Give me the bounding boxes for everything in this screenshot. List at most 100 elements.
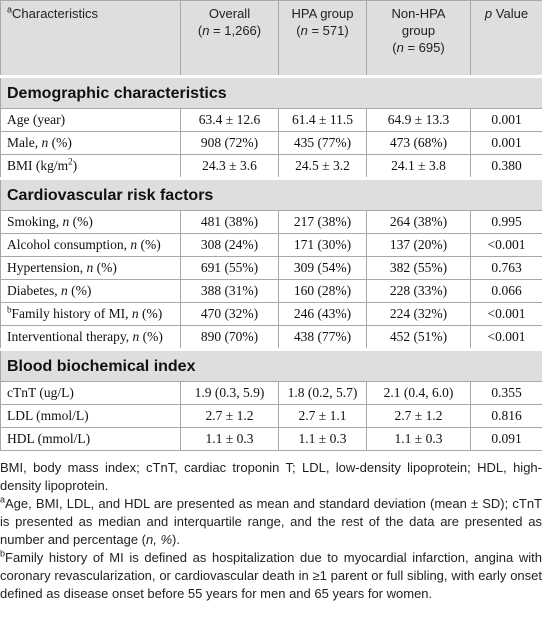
text: (%) <box>69 214 93 229</box>
value-cell: 1.1 ± 0.3 <box>366 427 471 451</box>
value-cell: 1.8 (0.2, 5.7) <box>278 381 367 405</box>
section-title: Blood biochemical index <box>0 348 542 382</box>
footnote: aAge, BMI, LDL, and HDL are presented as… <box>0 495 542 549</box>
data-table: aCharacteristics Overall (n = 1,266) HPA gr… <box>0 0 542 451</box>
italic-text: n, % <box>145 532 172 547</box>
header-row: aCharacteristics Overall (n = 1,266) HPA gr… <box>0 0 542 77</box>
text: Value <box>492 6 529 21</box>
text: HDL (mmol/L) <box>7 431 91 446</box>
value-cell: 2.1 (0.4, 6.0) <box>366 381 471 405</box>
value-cell: 481 (38%) <box>180 210 279 234</box>
text: (%) <box>93 260 117 275</box>
row-label: Hypertension, n (%) <box>0 256 181 280</box>
italic-text: n <box>300 23 308 38</box>
value-cell: 0.001 <box>470 108 542 132</box>
value-cell: <0.001 <box>470 302 542 326</box>
italic-text: n <box>62 214 70 229</box>
data-row: Hypertension, n (%) 691 (55%) 309 (54%) 382… <box>0 256 542 280</box>
row-label: Age (year) <box>0 108 181 132</box>
italic-text: n <box>60 283 68 298</box>
text: = 1,266) <box>209 23 262 38</box>
value-cell: 160 (28%) <box>278 279 367 303</box>
text: Alcohol consumption, <box>7 237 131 252</box>
data-row: Age (year) 63.4 ± 12.6 61.4 ± 11.5 64.9 ± 1… <box>0 108 542 132</box>
text: ) <box>72 158 78 173</box>
header-line: (n = 695) <box>373 39 464 56</box>
value-cell: 309 (54%) <box>278 256 367 280</box>
text: BMI, body mass index; cTnT, cardiac trop… <box>0 460 542 493</box>
value-cell: 1.9 (0.3, 5.9) <box>180 381 279 405</box>
value-cell: 61.4 ± 11.5 <box>278 108 367 132</box>
value-cell: 1.1 ± 0.3 <box>278 427 367 451</box>
text: ). <box>172 532 180 547</box>
text: Non-HPA <box>391 6 446 21</box>
value-cell: 228 (33%) <box>366 279 471 303</box>
text: Family history of MI is defined as hospi… <box>0 550 542 601</box>
value-cell: 0.380 <box>470 154 542 179</box>
text: (%) <box>138 306 163 321</box>
value-cell: 246 (43%) <box>278 302 367 326</box>
value-cell: 473 (68%) <box>366 131 471 155</box>
value-cell: 0.763 <box>470 256 542 280</box>
row-label: bFamily history of MI, n (%) <box>0 302 181 326</box>
value-cell: 890 (70%) <box>180 325 279 350</box>
text: cTnT (ug/L) <box>7 385 74 400</box>
text: (%) <box>137 237 161 252</box>
italic-text: n <box>396 40 404 55</box>
row-label: Male, n (%) <box>0 131 181 155</box>
section-title: Cardiovascular risk factors <box>0 177 542 211</box>
value-cell: 1.1 ± 0.3 <box>180 427 279 451</box>
header-cell: p Value <box>470 0 542 77</box>
row-label: Smoking, n (%) <box>0 210 181 234</box>
data-row: Smoking, n (%) 481 (38%) 217 (38%) 264 (38%… <box>0 210 542 234</box>
value-cell: 224 (32%) <box>366 302 471 326</box>
text: ( <box>296 23 301 38</box>
text: group <box>401 23 436 38</box>
section-row: Demographic characteristics <box>0 75 542 109</box>
text: Male, <box>7 135 42 150</box>
header-line: p Value <box>477 5 536 22</box>
text: Overall <box>208 6 251 21</box>
data-row: BMI (kg/m2) 24.3 ± 3.6 24.5 ± 3.2 24.1 ± 3.… <box>0 154 542 179</box>
italic-text: n <box>86 260 94 275</box>
italic-text: n <box>202 23 210 38</box>
superscript: b <box>7 304 12 315</box>
value-cell: 0.001 <box>470 131 542 155</box>
section-row: Blood biochemical index <box>0 348 542 382</box>
text: (%) <box>48 135 72 150</box>
italic-text: n <box>41 135 49 150</box>
value-cell: 24.1 ± 3.8 <box>366 154 471 179</box>
section-row: Cardiovascular risk factors <box>0 177 542 211</box>
header-line: group <box>373 22 464 39</box>
value-cell: 137 (20%) <box>366 233 471 257</box>
header-line: Non-HPA <box>373 5 464 22</box>
row-label: HDL (mmol/L) <box>0 427 181 451</box>
row-label: cTnT (ug/L) <box>0 381 181 405</box>
data-row: Interventional therapy, n (%) 890 (70%) 43… <box>0 325 542 350</box>
superscript: a <box>0 494 6 505</box>
text: = 695) <box>403 40 445 55</box>
data-row: cTnT (ug/L) 1.9 (0.3, 5.9) 1.8 (0.2, 5.7) 2… <box>0 381 542 405</box>
header-line: (n = 1,266) <box>187 22 272 39</box>
value-cell: 0.995 <box>470 210 542 234</box>
text: Diabetes, <box>7 283 61 298</box>
value-cell: 470 (32%) <box>180 302 279 326</box>
header-line: HPA group <box>285 5 360 22</box>
header-line: aCharacteristics <box>7 5 174 22</box>
text: (%) <box>139 329 163 344</box>
data-row: bFamily history of MI, n (%) 470 (32%) 246… <box>0 302 542 326</box>
value-cell: 63.4 ± 12.6 <box>180 108 279 132</box>
value-cell: 452 (51%) <box>366 325 471 350</box>
header-cell: Overall (n = 1,266) <box>180 0 279 77</box>
value-cell: 0.091 <box>470 427 542 451</box>
data-row: Alcohol consumption, n (%) 308 (24%) 171 (… <box>0 233 542 257</box>
data-row: Diabetes, n (%) 388 (31%) 160 (28%) 228 (33… <box>0 279 542 303</box>
row-label: Diabetes, n (%) <box>0 279 181 303</box>
value-cell: 438 (77%) <box>278 325 367 350</box>
text: Hypertension, <box>7 260 87 275</box>
data-row: Male, n (%) 908 (72%) 435 (77%) 473 (68%) 0.… <box>0 131 542 155</box>
header-cell: aCharacteristics <box>0 0 181 77</box>
value-cell: 2.7 ± 1.1 <box>278 404 367 428</box>
row-label: BMI (kg/m2) <box>0 154 181 179</box>
